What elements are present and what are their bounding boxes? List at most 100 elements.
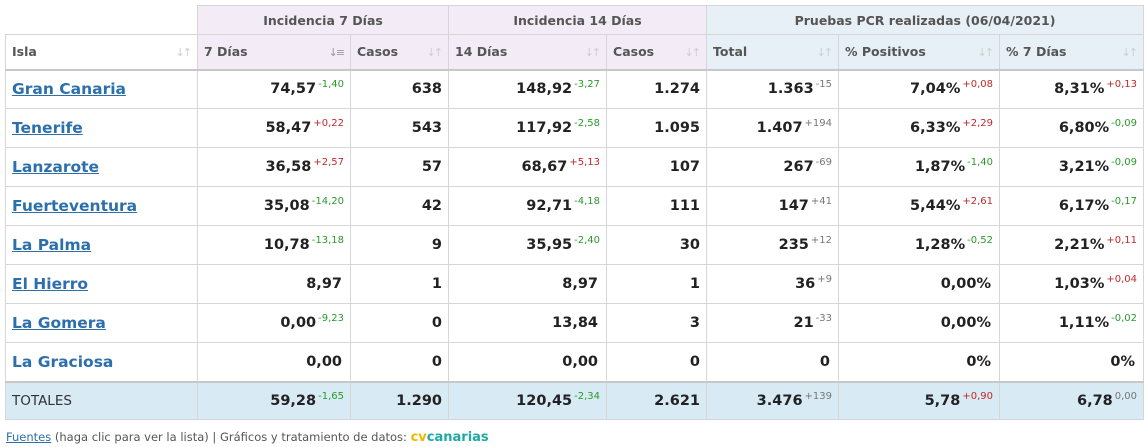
island-link[interactable]: Lanzarote: [12, 158, 100, 176]
island-link[interactable]: Gran Canaria: [12, 80, 127, 99]
island-cell: La Gomera: [5, 303, 198, 343]
incidence-7-cell: 10,78 -13,18: [197, 225, 351, 265]
incidence-7-delta: +0,22: [313, 118, 344, 129]
island-link[interactable]: La Gomera: [12, 314, 106, 332]
pct-7-delta: +0,04: [1106, 274, 1138, 285]
pcr-total-delta: +194: [804, 118, 833, 129]
incidence-7-cell: 8,97: [197, 264, 351, 304]
incidence-14-delta: -3,27: [574, 79, 601, 91]
incidence-7-cell: 35,08 -14,20: [197, 186, 351, 226]
pct-7-delta: +0,13: [1106, 79, 1138, 91]
cases-7-cell: 42: [349, 186, 450, 226]
island-cell: La Palma: [5, 225, 198, 265]
column-label: Total: [713, 44, 748, 60]
incidence-7-delta: -1,40: [318, 79, 344, 91]
sort-icon: ↓↑: [1121, 46, 1139, 59]
sort-icon: ↓↑: [175, 46, 193, 59]
pcr-total-delta: -69: [815, 157, 833, 168]
incidence-14-value: 35,95: [526, 237, 573, 253]
pct-7-cell: 3,21% -0,09: [999, 147, 1145, 187]
positive-pct-value: 7,04%: [910, 81, 961, 98]
column-label: Casos: [357, 44, 399, 60]
incidence-14-delta: -2,34: [574, 390, 601, 402]
incidence-7-cell: 0,00: [197, 342, 351, 382]
pct-7-cell: 8,31% +0,13: [999, 69, 1145, 109]
positive-pct-delta: +2,61: [962, 196, 994, 207]
sort-icon: ↓↑: [816, 46, 834, 59]
pcr-total-delta: +9: [817, 274, 833, 285]
incidence-14-value: 68,67: [521, 159, 568, 175]
positive-pct-cell: 6,33% +2,29: [838, 108, 1001, 148]
incidence-7-value: 8,97: [306, 276, 342, 292]
column-header-casos-14[interactable]: Casos ↓↑: [606, 34, 708, 71]
table-row: La Gomera 0,00 -9,23 0 13,84 3 21 -33 0,00…: [5, 303, 1145, 343]
cases-7-cell: 1: [349, 264, 450, 304]
column-header-casos-7[interactable]: Casos ↓↑: [349, 34, 450, 71]
column-header-7-dias[interactable]: 7 Días ↓≡: [197, 34, 351, 71]
pcr-total-delta: +41: [810, 196, 833, 207]
incidence-14-cell: 92,71 -4,18: [448, 186, 608, 226]
incidence-7-cell: 74,57 -1,40: [197, 69, 351, 109]
pcr-total-cell: 235 +12: [706, 225, 840, 265]
positive-pct-cell: 5,44% +2,61: [838, 186, 1001, 226]
column-header-positivos[interactable]: % Positivos ↓↑: [838, 34, 1001, 71]
incidence-14-cell: 13,84: [448, 303, 608, 343]
pcr-total-delta: -15: [815, 79, 833, 91]
pcr-total-value: 3.476: [756, 392, 803, 409]
pcr-total-delta: -33: [815, 313, 833, 324]
pct-7-cell: 6,80% -0,09: [999, 108, 1145, 148]
table-row: Fuerteventura 35,08 -14,20 42 92,71 -4,18 …: [5, 186, 1145, 226]
group-header-row: Incidencia 7 Días Incidencia 14 Días Pru…: [5, 5, 1145, 35]
positive-pct-cell: 1,87% -1,40: [838, 147, 1001, 187]
pcr-total-value: 147: [778, 198, 809, 214]
column-header-14-dias[interactable]: 14 Días ↓↑: [448, 34, 608, 71]
sources-link[interactable]: Fuentes: [6, 430, 52, 444]
column-header-pct-7-dias[interactable]: % 7 Días ↓↑: [999, 34, 1145, 71]
incidence-14-cell: 35,95 -2,40: [448, 225, 608, 265]
group-header-incidence-7: Incidencia 7 Días: [196, 5, 450, 35]
pcr-total-value: 21: [793, 315, 814, 331]
incidence-7-delta: -9,23: [318, 313, 344, 324]
column-header-total[interactable]: Total ↓↑: [706, 34, 840, 71]
column-label: Isla: [12, 44, 37, 60]
incidence-14-value: 92,71: [526, 198, 573, 214]
positive-pct-value: 0,00%: [940, 276, 992, 292]
pct-7-cell: 2,21% +0,11: [999, 225, 1145, 265]
positive-pct-delta: +2,29: [962, 118, 994, 129]
cases-14-cell: 3: [606, 303, 708, 343]
incidence-table: Incidencia 7 Días Incidencia 14 Días Pru…: [5, 5, 1145, 420]
cases-7-cell: 543: [349, 108, 450, 148]
incidence-7-delta: -1,65: [318, 390, 344, 402]
table-row: Lanzarote 36,58 +2,57 57 68,67 +5,13 107 2…: [5, 147, 1145, 187]
incidence-14-cell: 0,00: [448, 342, 608, 382]
incidence-14-delta: +5,13: [569, 157, 601, 168]
pcr-total-cell: 21 -33: [706, 303, 840, 343]
pcr-total-cell: 1.407 +194: [706, 108, 840, 148]
pct-7-value: 3,21%: [1058, 159, 1110, 175]
cases-14-cell: 0: [606, 342, 708, 382]
island-link[interactable]: La Palma: [12, 236, 92, 254]
pcr-total-value: 1.363: [767, 81, 814, 98]
incidence-14-cell: 68,67 +5,13: [448, 147, 608, 187]
incidence-7-delta: +2,57: [313, 157, 344, 168]
table-row: El Hierro 8,97 1 8,97 1 36 +9 0,00% 1,03%…: [5, 264, 1145, 304]
positive-pct-delta: -0,52: [967, 235, 994, 246]
island-link[interactable]: Fuerteventura: [12, 197, 138, 215]
pcr-total-delta: +139: [804, 390, 833, 402]
incidence-7-cell: 0,00 -9,23: [197, 303, 351, 343]
island-cell: El Hierro: [5, 264, 198, 304]
sort-icon: ↓↑: [584, 46, 602, 59]
cases-7-cell: 1.290: [349, 380, 450, 420]
column-header-isla[interactable]: Isla ↓↑: [5, 34, 198, 71]
island-link[interactable]: Tenerife: [12, 119, 83, 137]
pcr-total-value: 235: [778, 237, 809, 253]
island-link[interactable]: El Hierro: [12, 275, 89, 293]
group-header-blank: [5, 5, 198, 35]
incidence-7-cell: 36,58 +2,57: [197, 147, 351, 187]
table-row: Tenerife 58,47 +0,22 543 117,92 -2,58 1.09…: [5, 108, 1145, 148]
pct-7-value: 2,21%: [1054, 237, 1105, 253]
pcr-total-value: 1.407: [756, 120, 803, 136]
pct-7-delta: 0,00: [1114, 390, 1138, 402]
brand-logo[interactable]: cvcanarias: [411, 430, 489, 445]
